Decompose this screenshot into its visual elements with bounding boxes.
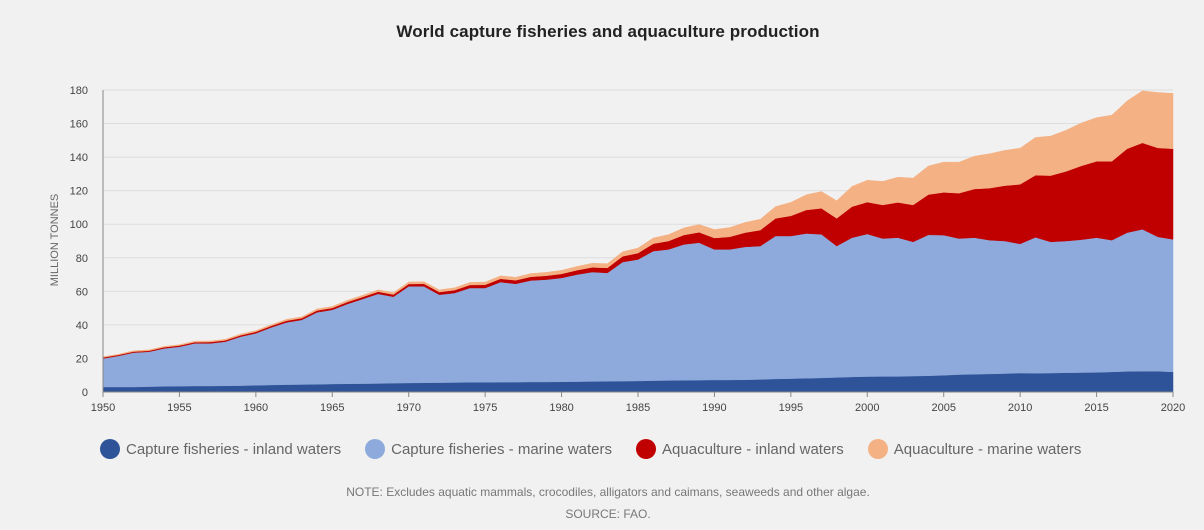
x-tick-label: 2010 bbox=[1008, 402, 1032, 414]
x-tick-label: 1995 bbox=[779, 402, 803, 414]
y-tick-label: 100 bbox=[70, 219, 88, 231]
x-tick-label: 1975 bbox=[473, 402, 497, 414]
x-tick-label: 2005 bbox=[931, 402, 955, 414]
y-tick-label: 140 bbox=[70, 152, 88, 164]
legend-swatch-icon bbox=[867, 439, 888, 459]
y-tick-label: 20 bbox=[76, 353, 88, 365]
x-tick-label: 1980 bbox=[549, 402, 573, 414]
y-axis-label: MILLION TONNES bbox=[49, 194, 61, 287]
legend-item-capture-inland[interactable]: Capture fisheries - inland waters bbox=[100, 439, 341, 459]
x-tick-label: 1985 bbox=[626, 402, 650, 414]
legend-label: Capture fisheries - inland waters bbox=[126, 440, 342, 458]
x-tick-label: 2015 bbox=[1084, 402, 1108, 414]
legend-item-aquaculture-inland[interactable]: Aquaculture - inland waters bbox=[636, 439, 844, 459]
legend-item-aquaculture-marine[interactable]: Aquaculture - marine waters bbox=[867, 439, 1082, 459]
x-tick-label: 2000 bbox=[855, 402, 879, 414]
legend-swatch-icon bbox=[100, 439, 120, 459]
x-tick-label: 1950 bbox=[91, 402, 115, 414]
y-tick-label: 120 bbox=[70, 186, 88, 198]
stacked-area-chart: 0 20 40 60 80 100 120 140 160 180 1950 1955 1960 196… bbox=[49, 85, 1185, 414]
legend-swatch-icon bbox=[365, 439, 386, 459]
x-tick-label: 1990 bbox=[702, 402, 726, 414]
chart-title: World capture fisheries and aquaculture … bbox=[396, 22, 820, 41]
y-tick-label: 40 bbox=[76, 320, 88, 332]
x-tick-labels: 1950 1955 1960 1965 1970 1975 1980 1985 1990 1995… bbox=[91, 402, 1185, 414]
x-tick-label: 1960 bbox=[244, 402, 268, 414]
legend-label: Capture fisheries - marine waters bbox=[391, 440, 613, 458]
x-tick-label: 2020 bbox=[1161, 402, 1185, 414]
legend: Capture fisheries - inland waters Captur… bbox=[100, 437, 1105, 461]
legend-swatch-icon bbox=[636, 439, 657, 459]
y-tick-label: 180 bbox=[70, 85, 88, 97]
x-tick-label: 1955 bbox=[167, 402, 191, 414]
series-area bbox=[102, 90, 1174, 358]
legend-label: Aquaculture - inland waters bbox=[662, 440, 844, 458]
x-tick-label: 1965 bbox=[320, 402, 344, 414]
y-tick-label: 0 bbox=[82, 387, 88, 399]
legend-label: Aquaculture - marine waters bbox=[893, 440, 1082, 458]
legend-item-capture-marine[interactable]: Capture fisheries - marine waters bbox=[365, 439, 612, 459]
source-note: SOURCE: FAO. bbox=[565, 507, 651, 521]
y-tick-label: 80 bbox=[76, 253, 88, 265]
y-tick-label: 160 bbox=[70, 119, 88, 131]
axes bbox=[102, 90, 1174, 397]
y-tick-label: 60 bbox=[76, 286, 88, 298]
x-tick-label: 1970 bbox=[396, 402, 420, 414]
y-tick-labels: 0 20 40 60 80 100 120 140 160 180 bbox=[70, 85, 88, 399]
footnote: NOTE: Excludes aquatic mammals, crocodil… bbox=[346, 485, 870, 499]
series-areas bbox=[102, 90, 1174, 393]
